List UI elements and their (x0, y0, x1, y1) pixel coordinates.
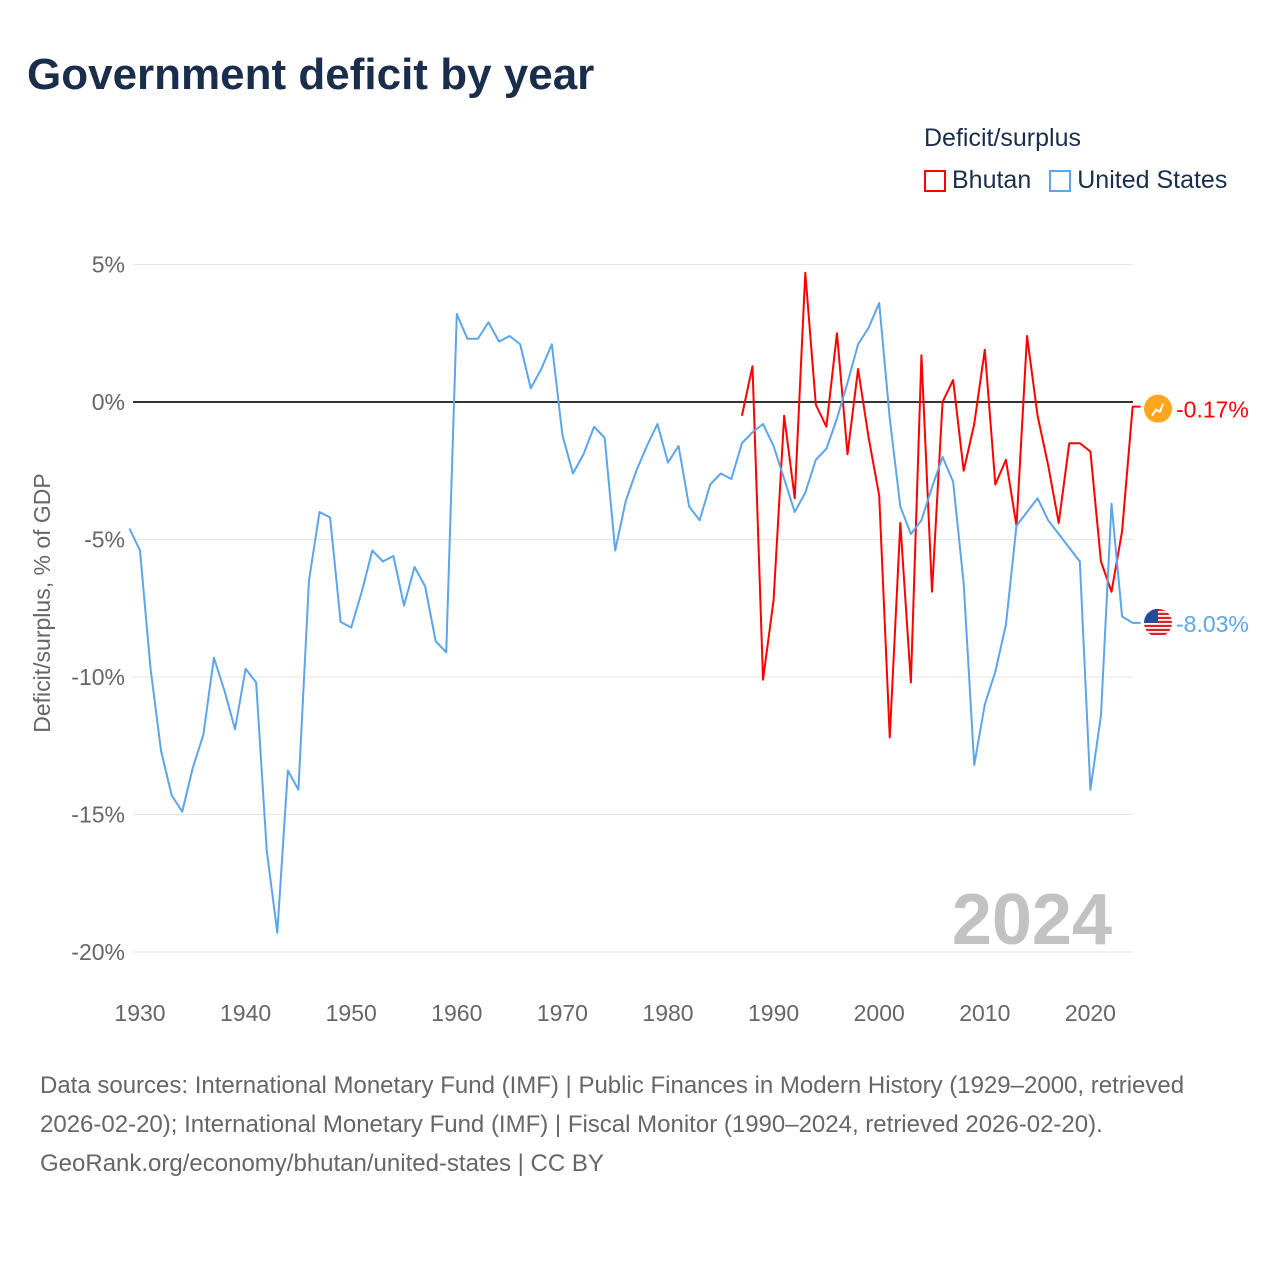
y-tick-label: 5% (92, 252, 125, 278)
source-link[interactable]: GeoRank.org/economy/bhutan/united-states… (40, 1150, 604, 1177)
flag-stripe (1144, 632, 1172, 636)
flag-stripe (1144, 624, 1172, 628)
y-tick-label: -15% (71, 802, 125, 828)
x-tick-label: 2010 (959, 1000, 1010, 1026)
data-sources: Data sources: International Monetary Fun… (40, 1072, 1185, 1138)
y-tick-label: 0% (92, 389, 125, 415)
x-tick-label: 1970 (537, 1000, 588, 1026)
year-watermark: 2024 (952, 880, 1112, 960)
line-chart: 5% 0% -5% -10% -15% -20% 1930 1940 1950 1960 1970 1… (29, 252, 1249, 1027)
bhutan-dragon-icon (1151, 403, 1164, 417)
footer: Data sources: International Monetary Fun… (40, 1066, 1240, 1183)
flag-canton (1144, 608, 1158, 623)
legend-item-united-states[interactable]: United States (1049, 166, 1227, 195)
x-tick-label: 1980 (642, 1000, 693, 1026)
legend-item-bhutan[interactable]: Bhutan (924, 166, 1031, 195)
y-tick-label: -5% (84, 527, 125, 553)
end-value-label: -8.03% (1176, 611, 1249, 637)
legend-swatch-united-states (1049, 169, 1072, 192)
x-tick-label: 2020 (1065, 1000, 1116, 1026)
series-line-united-states (128, 302, 1141, 934)
us-flag-icon (1144, 608, 1172, 636)
chart-title: Government deficit by year (27, 50, 595, 99)
flag-stripe (1144, 628, 1172, 632)
legend-swatch-bhutan (924, 169, 946, 192)
legend-label: Bhutan (952, 166, 1032, 194)
bhutan-flag-icon (1144, 394, 1172, 423)
x-tick-label: 1940 (220, 1000, 271, 1026)
x-tick-label: 1990 (748, 1000, 799, 1026)
x-tick-label: 2000 (854, 1000, 905, 1026)
series-line-bhutan (740, 271, 1141, 739)
x-tick-label: 1960 (431, 1000, 482, 1026)
y-tick-label: -10% (71, 664, 125, 690)
y-tick-label: -20% (71, 939, 125, 965)
y-axis-label: Deficit/surplus, % of GDP (29, 473, 55, 732)
end-value-label: -0.17% (1176, 397, 1249, 423)
x-tick-label: 1930 (114, 1000, 165, 1026)
legend: Bhutan United States (924, 166, 1227, 195)
x-tick-label: 1950 (326, 1000, 377, 1026)
legend-label: United States (1077, 166, 1228, 194)
legend-title: Deficit/surplus (924, 124, 1081, 152)
